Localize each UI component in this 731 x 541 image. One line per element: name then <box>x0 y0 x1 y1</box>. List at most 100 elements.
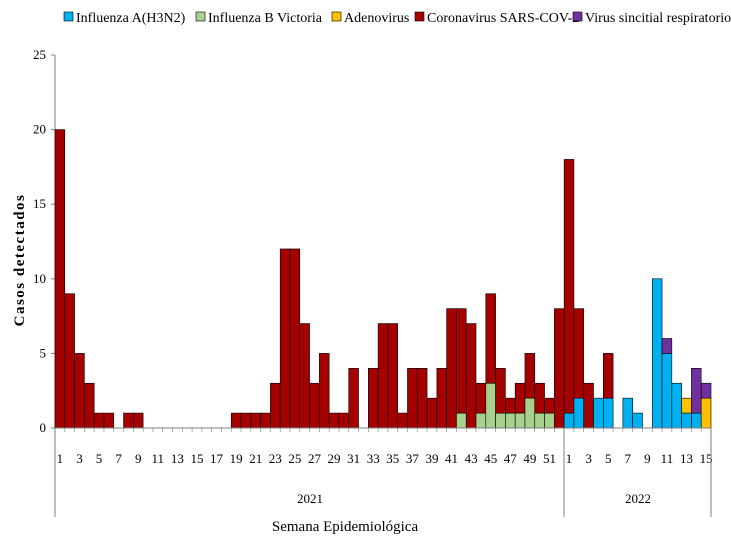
bar-segment-influenza-a-h3n2 <box>661 353 673 429</box>
bar-segment-influenza-a-h3n2 <box>573 397 585 429</box>
bar-segment-coronavirus-sars-cov-2 <box>456 308 467 414</box>
bar-segment-coronavirus-sars-cov-2 <box>368 368 379 429</box>
bar-segment-virus-sincitial-respiratorio <box>700 382 712 399</box>
bar-segment-coronavirus-sars-cov-2 <box>514 382 526 414</box>
legend-swatch <box>572 11 583 22</box>
legend-swatch <box>414 11 425 22</box>
x-tick-label-2021: 17 <box>210 451 224 466</box>
bar-segment-coronavirus-sars-cov-2 <box>475 382 487 414</box>
x-tick-label-2022: 15 <box>700 451 713 466</box>
x-tick-label-2021: 1 <box>57 451 64 466</box>
bar-segment-coronavirus-sars-cov-2 <box>319 353 330 429</box>
x-tick-label-2021: 29 <box>328 451 341 466</box>
y-axis: 0 5 10 15 20 25 <box>33 47 56 435</box>
bar-segment-coronavirus-sars-cov-2 <box>270 382 281 429</box>
x-tick-label-2021: 41 <box>445 451 458 466</box>
x-tick-label-2021: 3 <box>76 451 83 466</box>
bar-segment-influenza-b-victoria <box>544 412 555 429</box>
bar-segment-influenza-a-h3n2 <box>563 412 575 429</box>
bar-segment-influenza-a-h3n2 <box>622 397 633 429</box>
bar-segment-influenza-a-h3n2 <box>691 412 702 429</box>
legend: Influenza A(H3N2) Influenza B Victoria Ade… <box>63 11 731 26</box>
legend-swatch <box>63 11 74 22</box>
x-tick-label-2022: 9 <box>644 451 651 466</box>
bar-segment-coronavirus-sars-cov-2 <box>74 353 85 429</box>
bar-segment-coronavirus-sars-cov-2 <box>250 412 261 429</box>
x-tick-label-2021: 35 <box>386 451 399 466</box>
bar-segment-coronavirus-sars-cov-2 <box>465 323 477 429</box>
bar-segment-coronavirus-sars-cov-2 <box>495 368 506 414</box>
x-axis: 1 3 5 7 9 11 13 15 17 19 21 23 25 27 29 31 33 35 37 39 41 43 4… <box>54 427 713 517</box>
x-tick-label-2021: 7 <box>115 451 122 466</box>
bar-segment-coronavirus-sars-cov-2 <box>54 129 66 429</box>
bar-segment-influenza-a-h3n2 <box>651 278 663 429</box>
bar-segment-coronavirus-sars-cov-2 <box>123 412 134 429</box>
bar-segment-coronavirus-sars-cov-2 <box>309 382 320 429</box>
x-tick-label-2022: 1 <box>566 451 573 466</box>
bar-segment-coronavirus-sars-cov-2 <box>387 323 398 429</box>
x-tick-label-2021: 33 <box>367 451 380 466</box>
bar-segment-virus-sincitial-respiratorio <box>661 338 673 354</box>
y-tick-label: 20 <box>33 122 46 137</box>
bar-segment-coronavirus-sars-cov-2 <box>416 368 428 429</box>
bar-segment-adenovirus <box>700 397 712 429</box>
bar-segment-influenza-a-h3n2 <box>602 397 614 429</box>
bar-segment-coronavirus-sars-cov-2 <box>240 412 252 429</box>
x-tick-label-2022: 11 <box>661 451 674 466</box>
bar-segment-coronavirus-sars-cov-2 <box>534 382 545 414</box>
bar-segment-virus-sincitial-respiratorio <box>691 368 702 414</box>
bar-segment-influenza-b-victoria <box>495 412 506 429</box>
bar-segment-coronavirus-sars-cov-2 <box>426 397 438 429</box>
bar-segment-coronavirus-sars-cov-2 <box>64 293 75 429</box>
bar-segment-coronavirus-sars-cov-2 <box>338 412 350 429</box>
x-axis-title: Semana Epidemiológica <box>272 519 419 535</box>
bar-segment-coronavirus-sars-cov-2 <box>397 412 408 429</box>
bar-segment-coronavirus-sars-cov-2 <box>289 248 301 429</box>
y-tick-label: 5 <box>40 345 47 360</box>
bar-segment-coronavirus-sars-cov-2 <box>93 412 105 429</box>
bar-segment-influenza-a-h3n2 <box>632 412 643 429</box>
legend-label: Adenovirus <box>344 11 409 26</box>
y-tick-label: 25 <box>33 47 46 62</box>
bar-segment-influenza-b-victoria <box>524 397 536 429</box>
bar-segment-coronavirus-sars-cov-2 <box>563 159 575 414</box>
x-tick-label-2021: 31 <box>347 451 360 466</box>
x-tick-label-2021: 11 <box>152 451 165 466</box>
bar-segment-coronavirus-sars-cov-2 <box>485 293 496 384</box>
bar-segment-coronavirus-sars-cov-2 <box>436 368 447 429</box>
x-tick-label-2021: 27 <box>308 451 322 466</box>
x-tick-label-2021: 25 <box>288 451 301 466</box>
bar-segment-influenza-b-victoria <box>505 412 516 429</box>
year-label-2022: 2022 <box>625 491 651 506</box>
y-axis-title: Casos detectados <box>12 194 28 327</box>
bar-segment-coronavirus-sars-cov-2 <box>524 353 536 399</box>
bar-segment-influenza-b-victoria <box>475 412 487 429</box>
legend-label: Coronavirus SARS-COV-2 <box>427 11 579 26</box>
bar-segment-coronavirus-sars-cov-2 <box>260 412 271 429</box>
bar-segment-influenza-b-victoria <box>485 382 496 429</box>
legend-label: Influenza B Victoria <box>208 11 323 26</box>
bar-segment-influenza-a-h3n2 <box>681 412 692 429</box>
x-tick-label-2021: 49 <box>523 451 536 466</box>
x-tick-label-2021: 43 <box>465 451 478 466</box>
bar-segment-coronavirus-sars-cov-2 <box>602 353 614 399</box>
bar-segment-coronavirus-sars-cov-2 <box>446 308 457 429</box>
x-tick-label-2021: 23 <box>269 451 282 466</box>
bar-segment-coronavirus-sars-cov-2 <box>230 412 242 429</box>
x-tick-label-2022: 3 <box>585 451 592 466</box>
bar-segment-coronavirus-sars-cov-2 <box>348 368 359 429</box>
x-tick-label-2021: 37 <box>406 451 420 466</box>
bar-segment-adenovirus <box>681 397 692 414</box>
bar-segment-coronavirus-sars-cov-2 <box>133 412 144 429</box>
x-tick-label-2021: 5 <box>96 451 103 466</box>
bar-segment-coronavirus-sars-cov-2 <box>505 397 516 414</box>
y-tick-label: 15 <box>33 196 46 211</box>
legend-swatch <box>331 11 342 22</box>
bar-segment-influenza-b-victoria <box>534 412 545 429</box>
bars <box>54 129 712 429</box>
bar-segment-coronavirus-sars-cov-2 <box>573 308 585 399</box>
y-tick-label: 0 <box>40 420 47 435</box>
bar-segment-influenza-b-victoria <box>514 412 526 429</box>
x-tick-label-2022: 13 <box>680 451 693 466</box>
